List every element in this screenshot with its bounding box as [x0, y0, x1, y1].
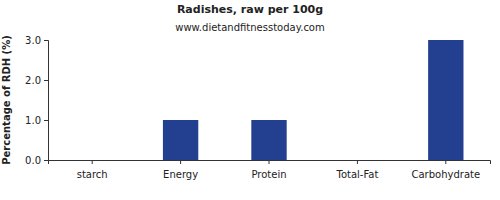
y-tick: 0.0 — [25, 155, 48, 166]
y-axis: 0.0 1.0 2.0 3.0 — [25, 35, 48, 166]
x-tick-label: Carbohydrate — [411, 169, 480, 180]
subtitle: www.dietandfitnesstoday.com — [175, 22, 324, 33]
bar — [340, 160, 375, 161]
y-tick: 2.0 — [25, 75, 48, 86]
x-tick: Total-Fat — [335, 160, 378, 180]
y-tick-label: 3.0 — [25, 35, 41, 46]
x-tick: Energy — [163, 160, 198, 180]
chart: Radishes, raw per 100g www.dietandfitness… — [0, 0, 500, 200]
x-axis: starch Energy Protein Total-Fat Carbohydrate — [49, 160, 491, 180]
x-tick-label: Total-Fat — [335, 169, 378, 180]
y-tick-mark — [44, 80, 48, 81]
x-tick-mark — [357, 160, 358, 164]
x-tick-label: Protein — [251, 169, 286, 180]
bar — [428, 40, 463, 160]
x-tick: starch — [77, 160, 108, 180]
x-tick: Carbohydrate — [411, 160, 480, 180]
y-axis-title: Percentage of RDH (%) — [1, 35, 12, 165]
x-tick-label: Energy — [163, 169, 198, 180]
y-tick-mark — [44, 40, 48, 41]
y-tick-mark — [44, 160, 48, 161]
bars — [163, 40, 464, 160]
bar — [75, 160, 110, 161]
title: Radishes, raw per 100g — [177, 3, 323, 16]
bar — [163, 120, 198, 160]
y-tick-label: 1.0 — [25, 115, 41, 126]
y-tick-mark — [44, 120, 48, 121]
y-tick: 3.0 — [25, 35, 48, 46]
x-axis-line — [49, 161, 491, 165]
x-tick-mark — [269, 160, 270, 164]
x-tick-label: starch — [77, 169, 108, 180]
bar — [251, 120, 286, 160]
y-tick: 1.0 — [25, 115, 48, 126]
y-tick-label: 0.0 — [25, 155, 41, 166]
x-tick-mark — [92, 160, 93, 164]
y-axis-line — [44, 41, 49, 161]
plot: 0.0 1.0 2.0 3.0 starch Energy Protein Total-Fat… — [25, 35, 490, 180]
y-tick-label: 2.0 — [25, 75, 41, 86]
x-tick-mark — [445, 160, 446, 164]
x-tick: Protein — [251, 160, 286, 180]
x-tick-mark — [180, 160, 181, 164]
